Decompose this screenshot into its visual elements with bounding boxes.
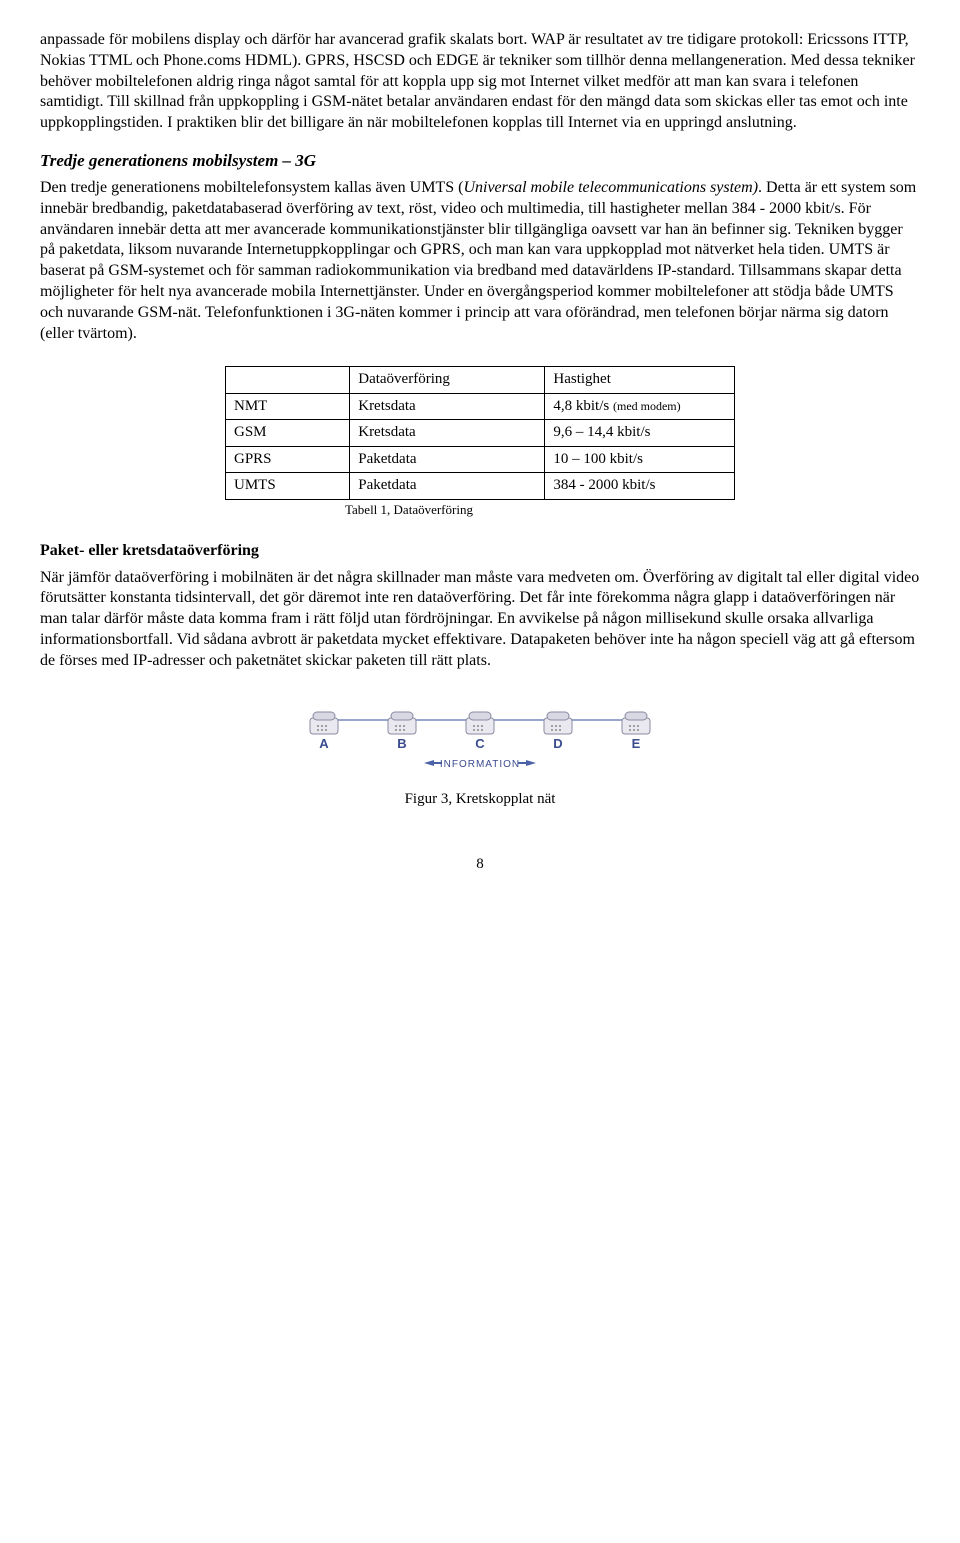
table-cell: Kretsdata <box>350 420 545 447</box>
table-cell: UMTS <box>226 473 350 500</box>
table-row: Dataöverföring Hastighet <box>226 367 735 394</box>
table-row: UMTS Paketdata 384 - 2000 kbit/s <box>226 473 735 500</box>
table-cell: NMT <box>226 393 350 420</box>
table-cell: Dataöverföring <box>350 367 545 394</box>
table-cell: GSM <box>226 420 350 447</box>
arrow-right-icon <box>526 760 536 766</box>
table-cell: 384 - 2000 kbit/s <box>545 473 735 500</box>
cell-small: (med modem) <box>613 399 681 413</box>
table-row: GSM Kretsdata 9,6 – 14,4 kbit/s <box>226 420 735 447</box>
para2-part-a: Den tredje generationens mobiltelefonsys… <box>40 179 463 196</box>
table-caption: Tabell 1, Dataöverföring <box>345 502 473 519</box>
circuit-network-diagram: A B C D E INFORMATION <box>290 690 670 780</box>
node-label: B <box>397 736 406 751</box>
paragraph-1: anpassade för mobilens display och därfö… <box>40 30 920 134</box>
table-cell: 4,8 kbit/s (med modem) <box>545 393 735 420</box>
table-cell: Paketdata <box>350 446 545 473</box>
cell-text: 4,8 kbit/s <box>553 398 613 414</box>
table-row: GPRS Paketdata 10 – 100 kbit/s <box>226 446 735 473</box>
node-label: D <box>553 736 562 751</box>
node-label: E <box>632 736 641 751</box>
table-cell: 10 – 100 kbit/s <box>545 446 735 473</box>
node-label: A <box>319 736 329 751</box>
table-wrapper: Dataöverföring Hastighet NMT Kretsdata 4… <box>40 366 920 518</box>
para2-italic: Universal mobile telecommunications syst… <box>463 179 758 196</box>
paragraph-2: Den tredje generationens mobiltelefonsys… <box>40 178 920 344</box>
phone-icon <box>466 712 494 734</box>
data-transfer-table: Dataöverföring Hastighet NMT Kretsdata 4… <box>225 366 735 500</box>
figure-wrapper: A B C D E INFORMATION Figur 3, Kretskopp… <box>40 690 920 810</box>
phone-icon <box>388 712 416 734</box>
table-row: NMT Kretsdata 4,8 kbit/s (med modem) <box>226 393 735 420</box>
table-cell: Paketdata <box>350 473 545 500</box>
phone-icon <box>310 712 338 734</box>
arrow-left-icon <box>424 760 434 766</box>
table-cell: Hastighet <box>545 367 735 394</box>
phone-icon <box>544 712 572 734</box>
table-cell: 9,6 – 14,4 kbit/s <box>545 420 735 447</box>
node-label: C <box>475 736 485 751</box>
heading-packet: Paket- eller kretsdataöverföring <box>40 541 920 562</box>
heading-3g: Tredje generationens mobilsystem – 3G <box>40 150 920 172</box>
table-cell: Kretsdata <box>350 393 545 420</box>
table-cell <box>226 367 350 394</box>
page-number: 8 <box>40 855 920 875</box>
information-label: INFORMATION <box>440 759 520 770</box>
para2-part-c: . Detta är ett system som innebär bredba… <box>40 179 916 342</box>
figure-caption: Figur 3, Kretskopplat nät <box>405 790 556 810</box>
phone-icon <box>622 712 650 734</box>
table-cell: GPRS <box>226 446 350 473</box>
paragraph-3: När jämför dataöverföring i mobilnäten ä… <box>40 568 920 672</box>
